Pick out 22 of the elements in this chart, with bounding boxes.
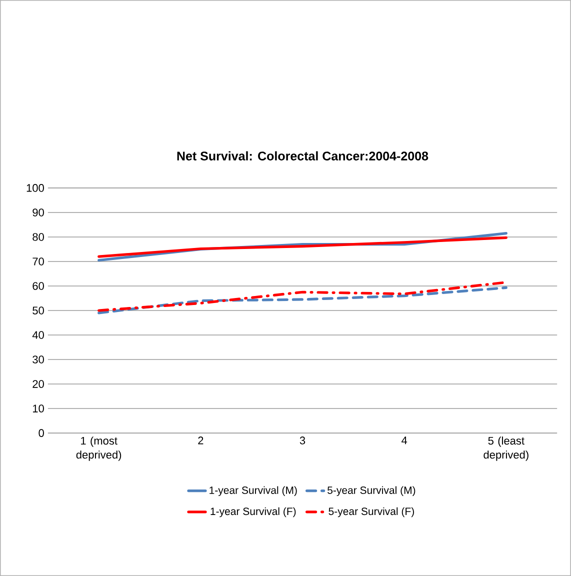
y-tick-label: 10 bbox=[33, 404, 44, 412]
y-tick-label: 100 bbox=[26, 184, 44, 192]
x-tick-label: 5 (least deprived) bbox=[484, 436, 528, 461]
y-tick-label: 20 bbox=[32, 380, 44, 388]
y-tick-label: 80 bbox=[32, 233, 44, 241]
chart-title: Net Survival: Colorectal Cancer:2004-2008 bbox=[177, 151, 428, 160]
y-tick-label: 50 bbox=[32, 306, 44, 314]
legend-label: 5-year Survival (M) bbox=[328, 486, 416, 496]
y-tick-label: 0 bbox=[38, 429, 44, 437]
y-tick-label: 70 bbox=[32, 258, 44, 266]
y-tick-label: 60 bbox=[32, 282, 44, 290]
y-tick-label: 30 bbox=[32, 356, 44, 364]
legend-label: 1-year Survival (M) bbox=[210, 486, 297, 496]
x-tick-label: 1 (most deprived) bbox=[76, 436, 122, 461]
legend-label: 1-year Survival (F) bbox=[210, 507, 296, 518]
y-tick-label: 40 bbox=[32, 331, 44, 339]
x-tick-label: 4 bbox=[402, 436, 408, 444]
x-tick-label: 3 bbox=[300, 436, 306, 444]
line-series bbox=[98, 286, 508, 314]
legend-label: 5-year Survival (F) bbox=[328, 507, 414, 518]
y-tick-label: 90 bbox=[32, 208, 44, 216]
x-tick-label: 2 bbox=[198, 436, 204, 444]
